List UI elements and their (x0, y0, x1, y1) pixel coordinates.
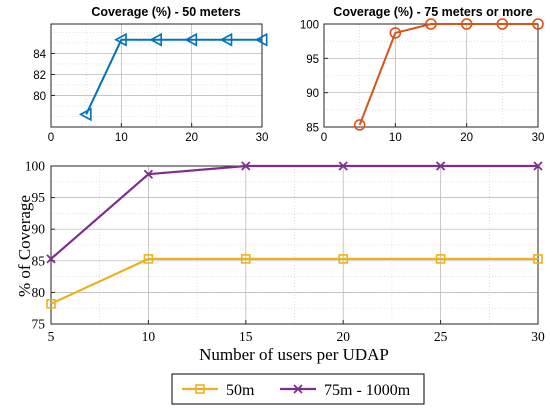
y-tick-label: 85 (32, 253, 46, 268)
legend-label: 75m - 1000m (324, 382, 411, 399)
series-50m (46, 254, 543, 309)
data-point (533, 161, 543, 171)
data-point (389, 27, 402, 39)
chart-top-left-coverage-50m: Coverage (%) - 50 meters 0 10 20 30 80 82 84 (33, 5, 268, 144)
series-line (358, 23, 538, 126)
x-tick-label: 0 (48, 132, 54, 144)
legend-label: 50m (226, 382, 255, 399)
x-tick-label: 30 (256, 132, 269, 144)
y-tick-label: 85 (306, 123, 319, 135)
series-line (50, 257, 538, 305)
x-tick-label: 25 (434, 329, 448, 344)
data-point (338, 161, 348, 171)
legend-marker (293, 384, 303, 394)
data-point (149, 32, 162, 47)
data-point (219, 32, 233, 47)
y-tick-label: 75 (32, 317, 46, 332)
legend-item: 75m - 1000m (280, 382, 411, 399)
y-axis-label: % of Coverage (15, 195, 34, 297)
series-line (50, 164, 538, 260)
data-point (114, 32, 127, 47)
x-tick-label: 30 (531, 329, 545, 344)
y-tick-label: 95 (306, 54, 319, 66)
y-tick-label: 95 (32, 190, 46, 205)
series-0 (78, 32, 268, 122)
data-point (46, 254, 56, 264)
data-point (241, 254, 251, 264)
chart-title: Coverage (%) - 50 meters (91, 5, 240, 19)
series-line (85, 38, 262, 115)
y-tick-label: 100 (25, 159, 46, 174)
x-tick-label: 10 (115, 132, 128, 144)
legend: 50m 75m - 1000m (171, 373, 425, 405)
y-tick-label: 84 (33, 49, 46, 61)
data-point (533, 254, 543, 264)
x-tick-label: 15 (239, 329, 253, 344)
y-tick-label: 82 (33, 70, 46, 82)
y-tick-label: 80 (32, 285, 46, 300)
chart-title: Coverage (%) - 75 meters or more (333, 5, 532, 19)
x-tick-label: 10 (142, 329, 156, 344)
data-point (435, 161, 446, 171)
x-axis-label: Number of users per UDAP (199, 345, 389, 364)
y-tick-label: 100 (300, 20, 319, 32)
chart-bottom-coverage-comparison: Number of users per UDAP % of Coverage 5… (15, 159, 545, 365)
x-tick-label: 0 (321, 132, 327, 144)
data-point (435, 254, 446, 264)
data-point (254, 32, 268, 47)
data-point (143, 169, 154, 179)
legend-item: 50m (182, 382, 255, 399)
data-point (532, 18, 544, 30)
x-tick-label: 30 (532, 132, 545, 144)
x-tick-label: 20 (185, 132, 198, 144)
x-tick-label: 20 (336, 329, 350, 344)
data-point (143, 254, 154, 264)
y-tick-label: 90 (306, 88, 319, 100)
series-0 (353, 18, 544, 131)
x-tick-label: 10 (389, 132, 402, 144)
axes-frame (50, 23, 263, 128)
chart-top-right-coverage-75m: Coverage (%) - 75 meters or more 0 10 20 30… (300, 5, 545, 144)
x-tick-label: 20 (460, 132, 473, 144)
y-tick-label: 90 (32, 222, 46, 237)
x-tick-label: 5 (48, 329, 55, 344)
data-point (184, 32, 198, 47)
data-point (496, 18, 509, 30)
data-point (338, 254, 349, 264)
data-point (460, 18, 473, 30)
data-point (78, 107, 92, 122)
data-point (241, 161, 251, 171)
data-point (353, 119, 366, 131)
y-tick-label: 80 (33, 91, 46, 103)
series-75m-1000m (46, 161, 543, 264)
data-point (46, 298, 56, 309)
legend-marker (195, 384, 205, 394)
data-point (425, 18, 437, 30)
